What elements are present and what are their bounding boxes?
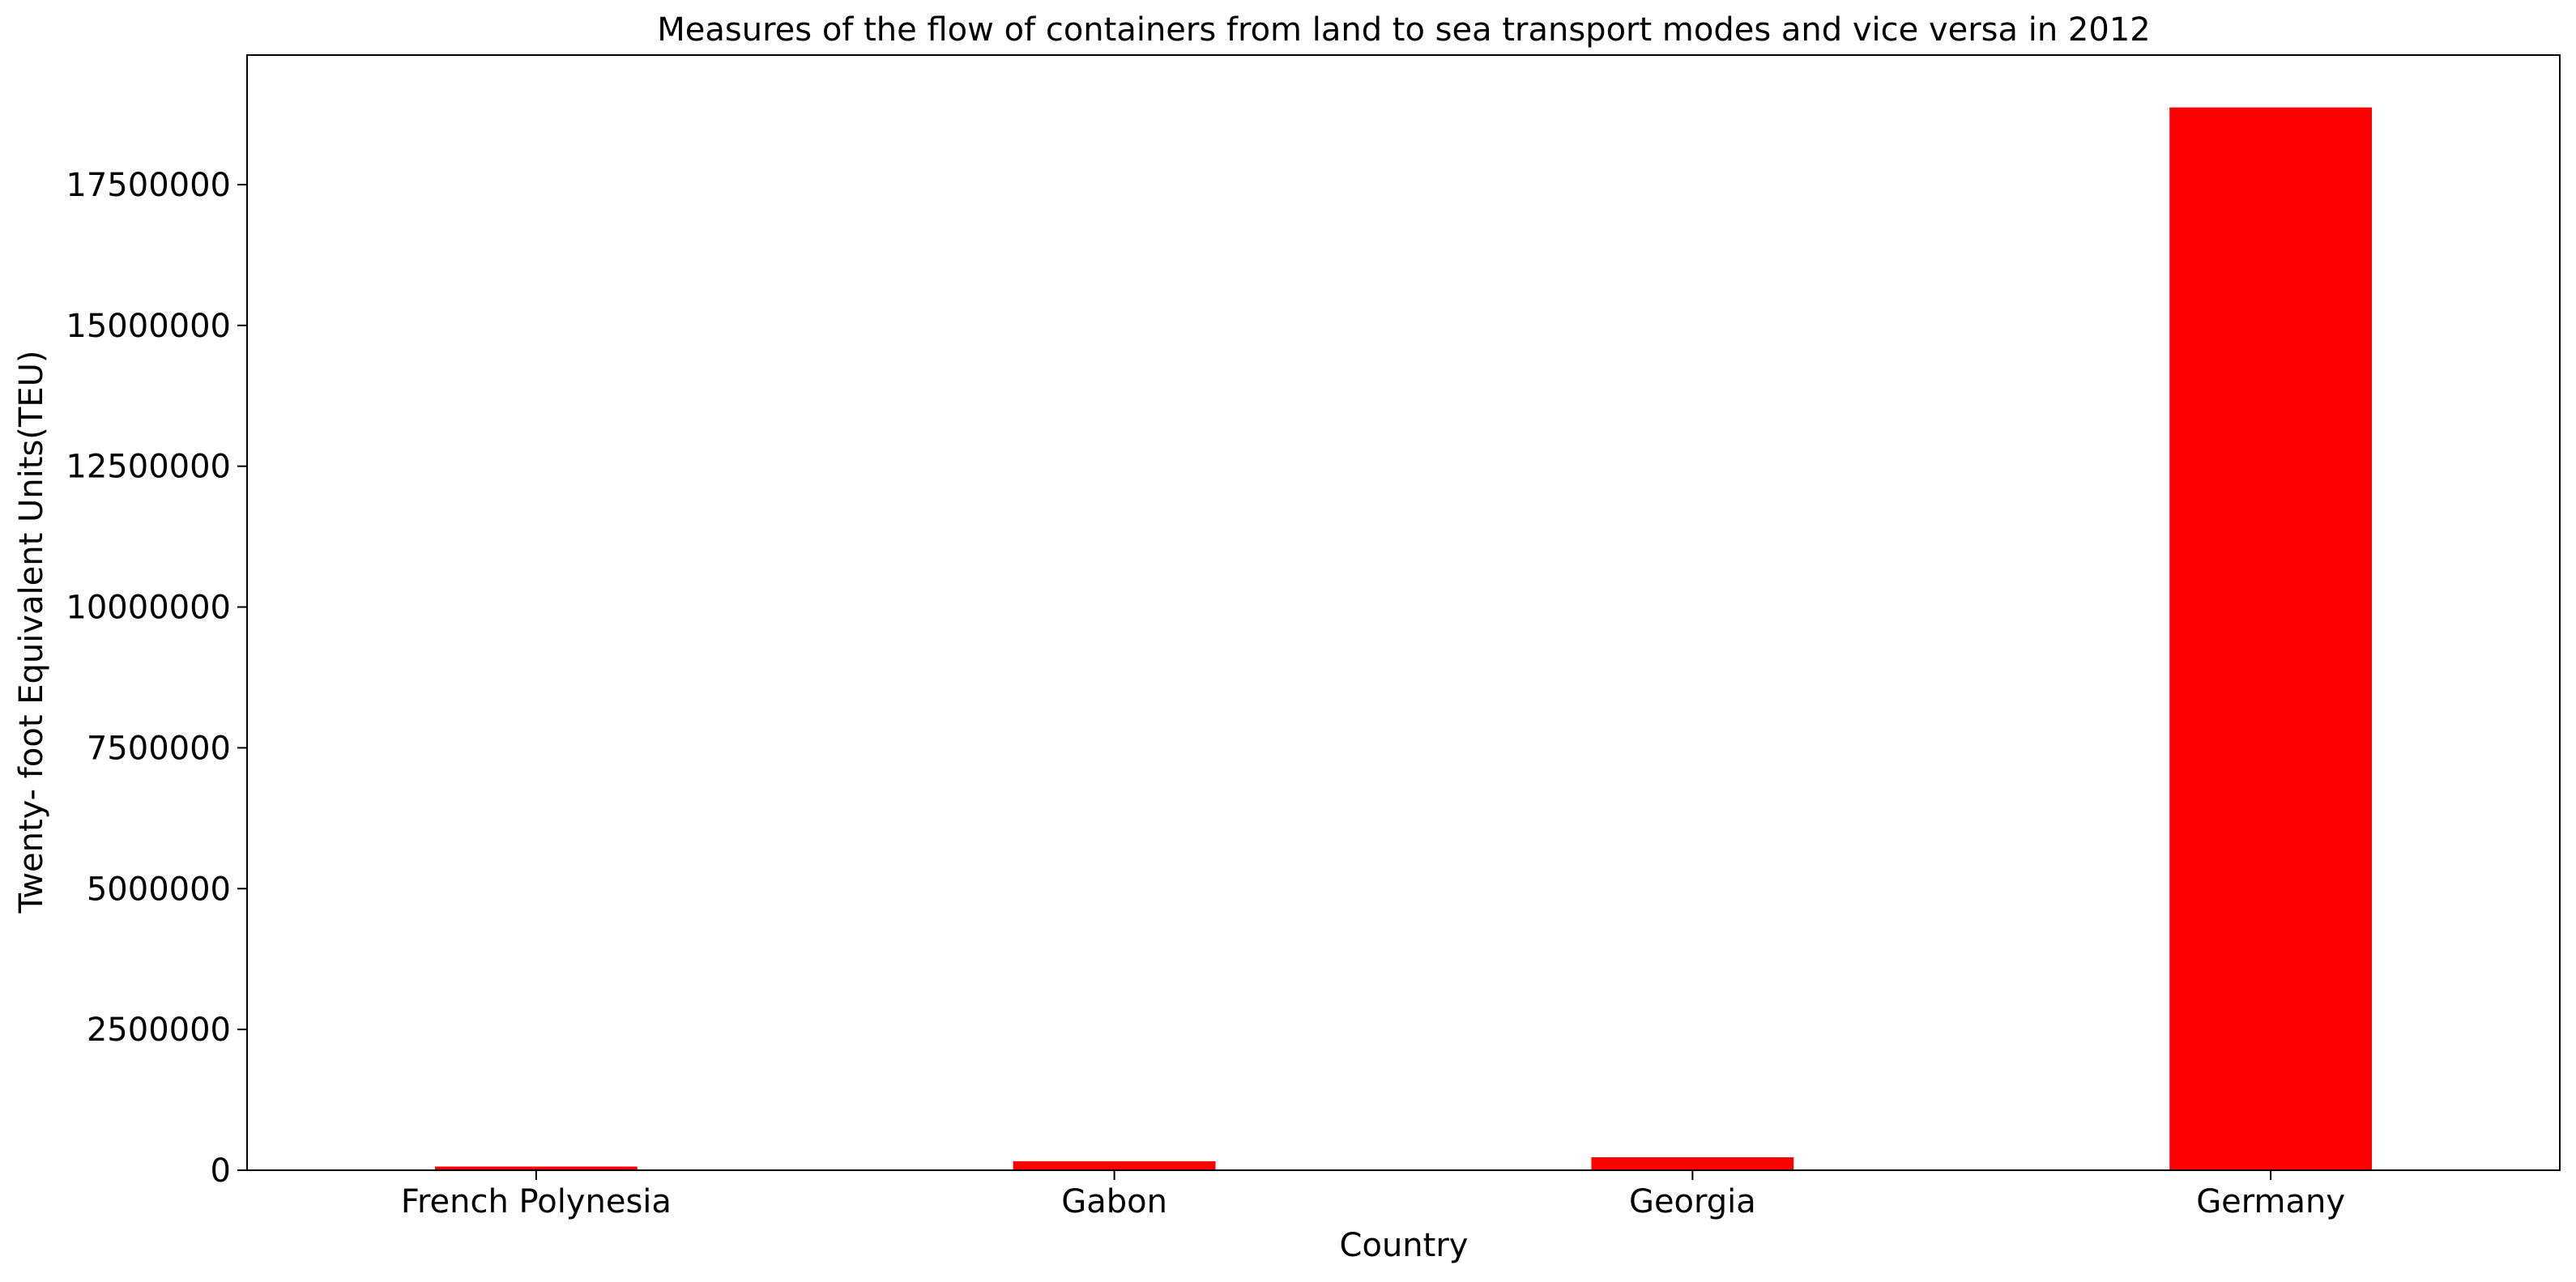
x-tick-label: French Polynesia xyxy=(401,1183,672,1220)
y-axis-label: Twenty- foot Equivalent Units(TEU) xyxy=(13,351,50,914)
bar-french-polynesia xyxy=(434,1166,638,1170)
plot-area: 0 2500000 5000000 7500000 10000000 12500000 15… xyxy=(66,54,2561,1220)
y-tick-label: 15000000 xyxy=(66,308,231,345)
y-tick-label: 5000000 xyxy=(87,871,231,908)
chart-title: Measures of the flow of containers from … xyxy=(657,11,2150,49)
y-tick-label: 17500000 xyxy=(66,167,231,204)
y-tick-label: 0 xyxy=(211,1152,231,1190)
x-tick-label: Georgia xyxy=(1629,1183,1756,1220)
bar-georgia xyxy=(1591,1157,1794,1170)
y-tick-label: 2500000 xyxy=(87,1012,231,1049)
x-tick-label: Gabon xyxy=(1061,1183,1167,1220)
bar-gabon xyxy=(1013,1161,1216,1170)
bar-germany xyxy=(2169,107,2373,1171)
x-tick-label: Germany xyxy=(2196,1183,2345,1220)
y-tick-label: 7500000 xyxy=(87,730,231,767)
y-tick-label: 10000000 xyxy=(66,590,231,627)
x-axis-label: Country xyxy=(1340,1227,1469,1264)
axes-frame xyxy=(246,54,2561,1171)
y-tick-label: 12500000 xyxy=(66,449,231,486)
